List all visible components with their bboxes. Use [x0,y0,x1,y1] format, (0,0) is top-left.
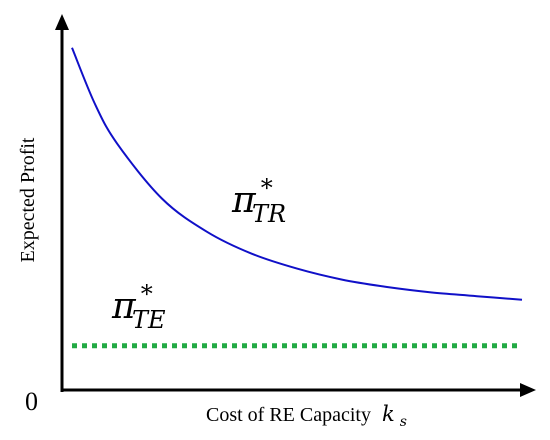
x-axis-title-text: Cost of RE Capacity [206,404,371,426]
x-axis-title: Cost of RE Capacity k s [206,402,407,430]
series-label-tr: π * TR [231,174,286,228]
series-label-te: π * TE [111,280,166,334]
x-axis-arrow-icon [520,383,536,397]
series-label-te-subscript: TE [132,306,166,334]
series-line-tr [71,47,523,301]
series-label-tr-symbol: π [231,180,257,221]
series-label-te-superscript: * [141,280,153,308]
series-label-tr-superscript: * [261,174,273,202]
series-label-te-symbol: π [111,286,137,327]
series-label-tr-subscript: TR [252,200,286,228]
series-layer [71,47,523,349]
y-axis-title: Expected Profit [17,137,39,262]
origin-label: 0 [25,387,38,416]
y-axis-arrow-icon [55,14,69,30]
x-axis-symbol-subscript: s [400,414,407,430]
x-axis-symbol: k [382,402,395,426]
